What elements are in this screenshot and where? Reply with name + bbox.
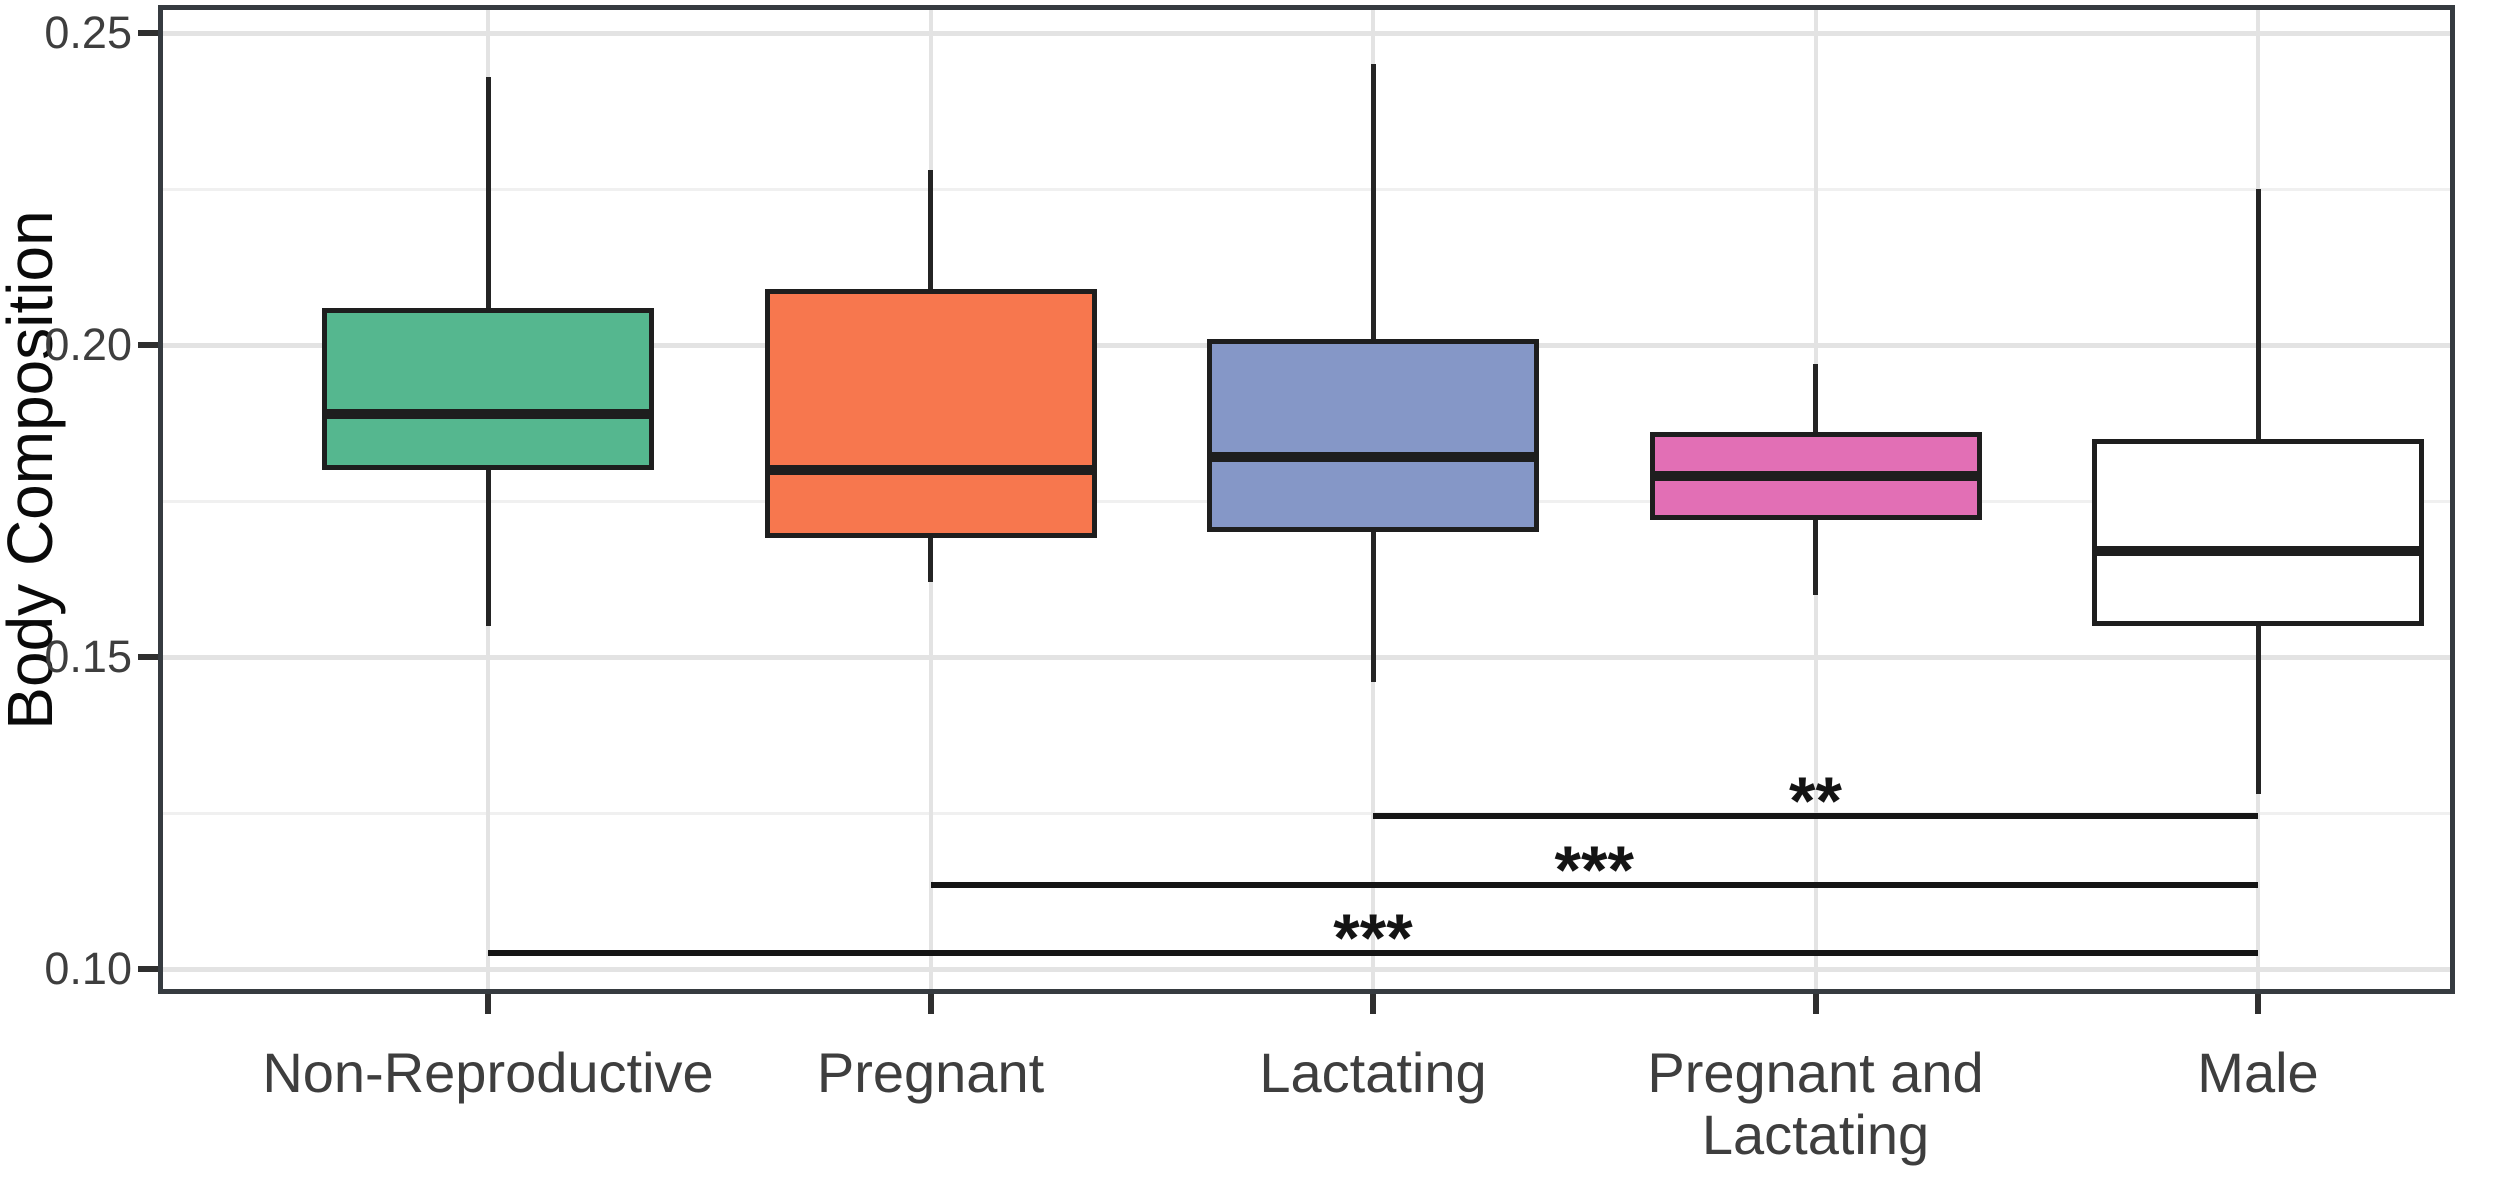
whisker-upper bbox=[1813, 363, 1818, 433]
significance-bar bbox=[488, 950, 2258, 957]
box bbox=[764, 288, 1097, 539]
whisker-upper bbox=[2255, 189, 2261, 439]
y-tick-label: 0.25 bbox=[44, 7, 132, 59]
y-tick-mark bbox=[138, 966, 158, 973]
x-tick-mark bbox=[927, 994, 934, 1014]
y-tick-label: 0.10 bbox=[44, 943, 132, 995]
whisker-lower bbox=[1813, 519, 1818, 595]
y-tick-label: 0.15 bbox=[44, 631, 132, 683]
box bbox=[2092, 438, 2424, 626]
significance-label: *** bbox=[1554, 831, 1634, 908]
x-axis-label: Pregnant and Lactating bbox=[1647, 1041, 1984, 1166]
box-median-line bbox=[1207, 452, 1539, 463]
box-median-line bbox=[1649, 471, 1982, 482]
box-median-line bbox=[2092, 545, 2424, 556]
whisker-lower bbox=[1370, 532, 1376, 682]
box bbox=[322, 307, 654, 470]
y-tick-mark bbox=[138, 654, 158, 661]
whisker-upper bbox=[485, 76, 491, 308]
whisker-upper bbox=[1370, 64, 1376, 339]
whisker-lower bbox=[2255, 625, 2261, 795]
plot-panel-border bbox=[158, 5, 2455, 994]
significance-bar bbox=[1373, 813, 2258, 820]
whisker-lower bbox=[928, 538, 933, 583]
significance-label: *** bbox=[1333, 900, 1413, 977]
y-gridline-minor bbox=[158, 812, 2455, 816]
x-tick-mark bbox=[1370, 994, 1376, 1014]
significance-bar bbox=[930, 881, 2258, 888]
x-tick-mark bbox=[1812, 994, 1819, 1014]
y-gridline-major bbox=[158, 655, 2455, 661]
x-tick-mark bbox=[2255, 994, 2261, 1014]
y-tick-label: 0.20 bbox=[44, 319, 132, 371]
box-median-line bbox=[764, 464, 1097, 475]
whisker-lower bbox=[485, 469, 491, 626]
box bbox=[1207, 338, 1539, 533]
y-tick-mark bbox=[138, 30, 158, 37]
y-gridline-major bbox=[158, 967, 2455, 973]
x-axis-label: Non-Reproductive bbox=[262, 1041, 714, 1104]
box-median-line bbox=[322, 408, 654, 419]
x-tick-mark bbox=[485, 994, 491, 1014]
x-axis-label: Male bbox=[2197, 1041, 2319, 1104]
whisker-upper bbox=[928, 170, 933, 289]
y-gridline-minor bbox=[158, 188, 2455, 192]
significance-label: ** bbox=[1789, 763, 1842, 840]
y-tick-mark bbox=[138, 342, 158, 349]
x-axis-label: Lactating bbox=[1259, 1041, 1487, 1104]
y-gridline-major bbox=[158, 31, 2455, 37]
x-axis-label: Pregnant bbox=[816, 1041, 1045, 1104]
